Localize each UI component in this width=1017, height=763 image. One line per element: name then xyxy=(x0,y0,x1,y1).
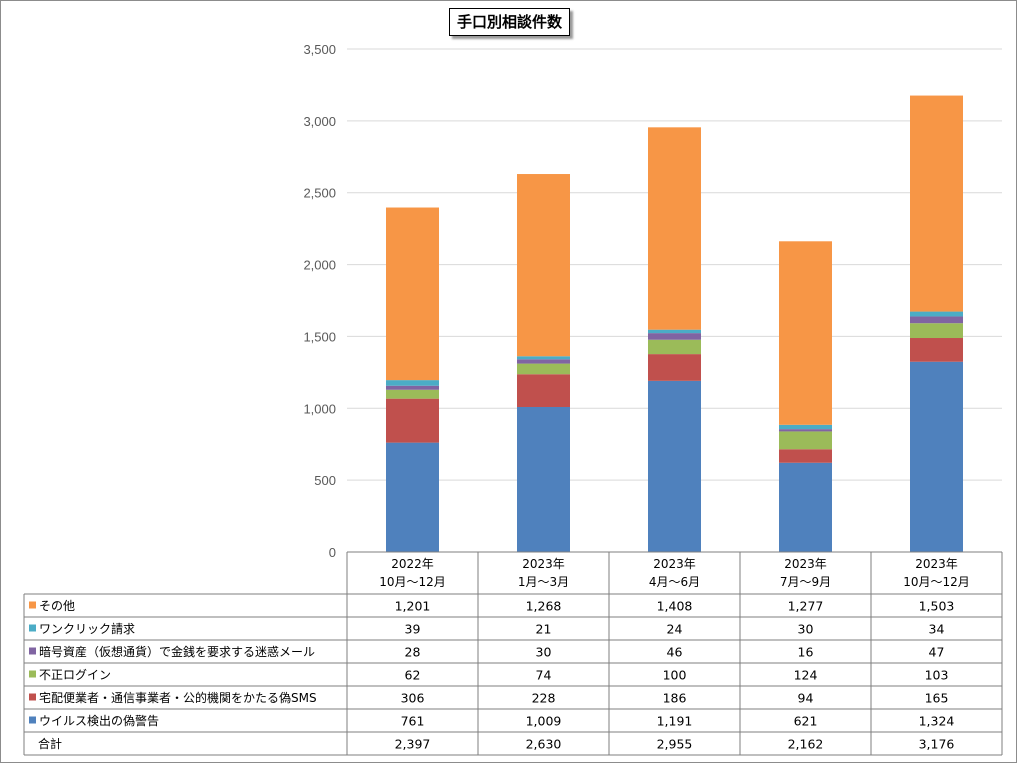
data-label: 2,162 xyxy=(788,737,824,752)
data-label: 1,324 xyxy=(919,714,955,729)
bar-segment[interactable] xyxy=(386,207,439,381)
legend-key xyxy=(29,670,36,678)
category-label: 2023年 xyxy=(653,557,696,571)
category-label: 2023年 xyxy=(915,557,958,571)
bar-segment[interactable] xyxy=(779,462,832,552)
data-label: 62 xyxy=(405,668,421,683)
data-label: 34 xyxy=(929,622,945,637)
bar-segment[interactable] xyxy=(386,385,439,390)
data-label: 100 xyxy=(663,668,687,683)
bar-segment[interactable] xyxy=(386,380,439,386)
legend-key xyxy=(29,624,36,632)
category-label: 2022年 xyxy=(391,557,434,571)
legend-entry: 宅配便業者・通信事業者・公的機関をかたる偽SMS xyxy=(39,690,317,705)
bar-segment[interactable] xyxy=(648,380,701,552)
category-label: 7月～9月 xyxy=(780,575,831,589)
y-tick-label: 3,500 xyxy=(303,42,336,57)
data-label: 1,009 xyxy=(526,714,562,729)
bar-segment[interactable] xyxy=(648,339,701,355)
data-label: 46 xyxy=(667,645,683,660)
data-label: 165 xyxy=(925,691,949,706)
legend-entry: ウイルス検出の偽警告 xyxy=(39,713,159,728)
category-label: 1月～3月 xyxy=(518,575,569,589)
bar-segment[interactable] xyxy=(517,174,570,357)
legend-key xyxy=(29,601,36,609)
data-label: 2,630 xyxy=(526,737,562,752)
category-label: 10月～12月 xyxy=(379,575,446,589)
bar-segment[interactable] xyxy=(910,323,963,339)
data-label: 28 xyxy=(405,645,421,660)
data-label: 1,191 xyxy=(657,714,693,729)
data-label: 621 xyxy=(794,714,818,729)
legend-key xyxy=(29,647,36,655)
legend-entry: その他 xyxy=(39,599,75,613)
bar-segment[interactable] xyxy=(910,338,963,362)
bar-segment[interactable] xyxy=(517,363,570,375)
bar-segment[interactable] xyxy=(648,354,701,381)
bar-segment[interactable] xyxy=(910,95,963,312)
bar-segment[interactable] xyxy=(517,356,570,360)
bar-segment[interactable] xyxy=(648,333,701,340)
y-tick-label: 2,000 xyxy=(303,258,336,273)
data-label: 1,408 xyxy=(657,599,693,614)
data-label: 124 xyxy=(794,668,818,683)
bar-segment[interactable] xyxy=(386,442,439,552)
chart-title: 手口別相談件数 xyxy=(449,8,571,36)
data-label: 24 xyxy=(667,622,683,637)
bar-segment[interactable] xyxy=(910,316,963,324)
data-label: 94 xyxy=(798,691,814,706)
data-label: 2,955 xyxy=(657,737,693,752)
legend-key xyxy=(29,693,36,701)
bar-segment[interactable] xyxy=(386,389,439,399)
data-label: 39 xyxy=(405,622,421,637)
legend-entry: ワンクリック請求 xyxy=(39,622,135,636)
bar-segment[interactable] xyxy=(779,449,832,463)
bar-segment[interactable] xyxy=(910,361,963,552)
bar-segment[interactable] xyxy=(910,311,963,317)
data-label: 761 xyxy=(401,714,425,729)
data-label: 47 xyxy=(929,645,945,660)
bar-segment[interactable] xyxy=(779,424,832,430)
data-label: 1,201 xyxy=(395,599,431,614)
bar-segment[interactable] xyxy=(517,374,570,407)
data-label: 30 xyxy=(798,622,814,637)
bar-segment[interactable] xyxy=(779,431,832,450)
data-label: 2,397 xyxy=(395,737,431,752)
bar-segment[interactable] xyxy=(386,398,439,443)
bar-segment[interactable] xyxy=(779,429,832,432)
data-label: 3,176 xyxy=(919,737,955,752)
legend-entry: 合計 xyxy=(38,736,62,751)
data-label: 1,503 xyxy=(919,599,955,614)
data-label: 1,268 xyxy=(526,599,562,614)
data-label: 306 xyxy=(401,691,425,706)
data-label: 21 xyxy=(536,622,552,637)
y-tick-label: 1,000 xyxy=(303,401,336,416)
data-label: 74 xyxy=(536,668,552,683)
bar-segment[interactable] xyxy=(648,127,701,330)
y-tick-label: 1,500 xyxy=(303,329,336,344)
data-label: 103 xyxy=(925,668,949,683)
category-label: 10月～12月 xyxy=(903,575,970,589)
y-tick-label: 3,000 xyxy=(303,114,336,129)
legend-entry: 暗号資産（仮想通貨）で金銭を要求する迷惑メール xyxy=(39,644,315,659)
y-tick-label: 2,500 xyxy=(303,186,336,201)
legend-entry: 不正ログイン xyxy=(39,668,111,682)
bar-segment[interactable] xyxy=(779,241,832,425)
category-label: 2023年 xyxy=(522,557,565,571)
data-label: 228 xyxy=(532,691,556,706)
bar-segment[interactable] xyxy=(517,406,570,552)
y-tick-label: 0 xyxy=(329,545,336,560)
data-label: 30 xyxy=(536,645,552,660)
category-label: 4月～6月 xyxy=(649,575,700,589)
category-label: 2023年 xyxy=(784,557,827,571)
data-label: 16 xyxy=(798,645,814,660)
y-tick-label: 500 xyxy=(314,473,336,488)
bar-segment[interactable] xyxy=(517,359,570,364)
data-label: 1,277 xyxy=(788,599,824,614)
legend-key xyxy=(29,716,36,724)
data-label: 186 xyxy=(663,691,687,706)
bar-segment[interactable] xyxy=(648,329,701,334)
